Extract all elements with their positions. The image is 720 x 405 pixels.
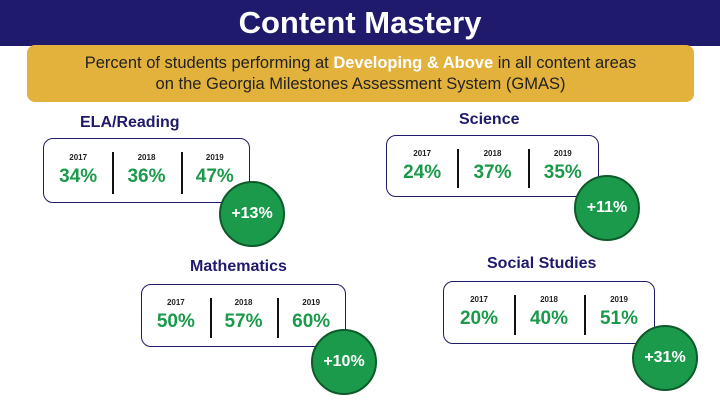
score-column-2018: 2018 36% [112,139,180,202]
percent-value: 40% [529,308,569,329]
year-label: 2019 [553,148,572,158]
year-label: 2018 [540,295,558,304]
subject-title-science: Science [459,111,520,128]
percent-value: 37% [473,161,512,183]
score-card-science: 2017 24% 2018 37% 2019 35% [386,135,599,197]
change-value: +10% [323,353,365,370]
percent-value: 60% [292,311,331,332]
year-label: 2019 [610,295,628,304]
score-column-2019: 2019 60% [277,285,345,346]
page-title: Content Mastery [238,5,482,40]
percent-value: 35% [543,161,582,183]
change-value: +13% [231,205,273,222]
change-badge-science: +11% [574,175,640,241]
year-label: 2017 [470,295,488,304]
year-label: 2018 [137,153,156,162]
change-badge-social-studies: +31% [632,325,698,391]
banner-text-post: in all content areas [493,53,637,72]
percent-value: 20% [459,308,499,329]
score-card-mathematics: 2017 50% 2018 57% 2019 60% [141,284,346,347]
change-badge-ela: +13% [219,181,285,247]
year-label: 2019 [302,298,321,307]
year-label: 2018 [234,298,253,307]
year-label: 2017 [413,148,432,158]
score-card-ela: 2017 34% 2018 36% 2019 47% [43,138,250,203]
percent-value: 34% [59,166,98,187]
score-column-2018: 2018 40% [514,282,584,343]
year-label: 2017 [166,298,185,307]
score-column-2018: 2018 57% [209,285,278,346]
banner-line-1: Percent of students performing at Develo… [85,53,636,74]
year-label: 2018 [483,148,502,158]
percent-value: 57% [224,311,263,332]
year-label: 2019 [205,153,224,162]
percent-value: 51% [599,308,639,329]
score-column-2017: 2017 24% [387,136,457,196]
subject-title-social-studies: Social Studies [487,255,597,272]
banner-line-2: on the Georgia Milestones Assessment Sys… [155,74,566,93]
change-value: +31% [644,349,686,366]
score-column-2017: 2017 50% [142,285,210,346]
banner-text-pre: Percent of students performing at [84,53,334,72]
score-column-2017: 2017 20% [444,282,514,343]
year-label: 2017 [69,153,88,162]
score-column-2019: 2019 35% [527,136,598,196]
change-value: +11% [586,199,628,216]
subject-title-mathematics: Mathematics [190,258,287,275]
banner-highlight: Developing & Above [333,53,494,72]
percent-value: 47% [195,166,234,187]
score-column-2017: 2017 34% [44,139,112,202]
description-banner: Percent of students performing at Develo… [27,45,694,102]
score-column-2018: 2018 37% [457,136,527,196]
subject-title-ela: ELA/Reading [80,114,180,131]
score-column-2019: 2019 51% [584,282,654,343]
change-badge-mathematics: +10% [311,329,377,395]
score-card-social-studies: 2017 20% 2018 40% 2019 51% [443,281,655,344]
score-column-2019: 2019 47% [180,139,249,202]
percent-value: 24% [403,161,442,183]
percent-value: 50% [156,311,195,332]
title-bar: Content Mastery [0,0,720,46]
percent-value: 36% [127,166,166,187]
